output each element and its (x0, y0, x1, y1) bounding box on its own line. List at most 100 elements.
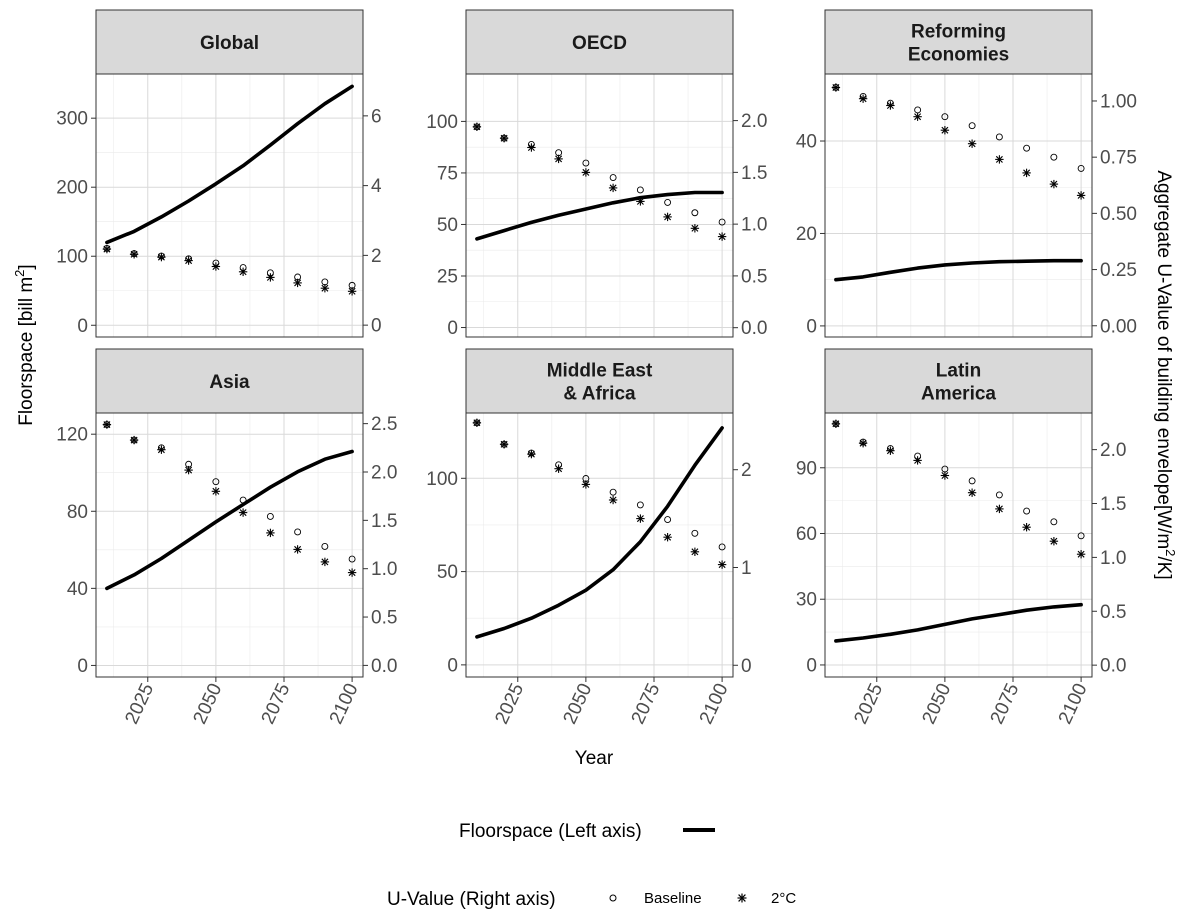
panel-2: OECD 0 25 50 75 100 0.0 0.5 1.0 1.5 2.0 (426, 9, 767, 339)
panel-1: Global 0 100 200 300 0 2 4 6 (56, 9, 382, 338)
baseline-point (718, 218, 726, 226)
right-tick-label: 0.25 (1100, 260, 1137, 281)
right-tick-label: 2.0 (371, 462, 397, 483)
right-tick-label: 2 (741, 460, 752, 481)
legend-uvalue: U-Value (Right axis) Baseline 2°C (387, 889, 796, 909)
x-tick-label: 2100 (326, 680, 363, 727)
deg2-point (554, 154, 563, 164)
deg2-point (347, 287, 357, 296)
right-tick-label: 0 (371, 316, 382, 337)
baseline-point (636, 186, 644, 194)
legend-baseline-key (609, 894, 617, 902)
left-tick-label: 80 (67, 502, 88, 523)
right-tick-label: 1.5 (741, 163, 767, 184)
legend-2c-key (737, 893, 747, 903)
panel-strip (465, 348, 734, 414)
legend-floorspace: Floorspace (Left axis) (459, 821, 715, 842)
deg2-point (157, 252, 166, 262)
baseline-point (941, 113, 949, 121)
baseline-point (348, 555, 356, 563)
deg2-point (184, 465, 193, 475)
deg2-point (858, 439, 868, 448)
x-tick-label: 2025 (850, 680, 887, 727)
deg2-point (499, 133, 509, 143)
legend-floorspace-title: Floorspace (Left axis) (459, 821, 642, 842)
right-tick-label: 0 (741, 656, 752, 677)
baseline-point (995, 133, 1003, 141)
deg2-point (636, 197, 645, 206)
floorspace-line (475, 426, 724, 639)
x-tick-label: 2050 (560, 680, 597, 727)
right-tick-label: 0.5 (741, 266, 767, 287)
right-tick-label: 0.00 (1100, 316, 1137, 337)
baseline-point (1023, 144, 1031, 152)
deg2-point (472, 122, 482, 132)
right-tick-label: 2.0 (741, 111, 767, 132)
panel-border (465, 73, 734, 338)
deg2-point (102, 420, 112, 429)
panel-strip (824, 9, 1093, 75)
panel-title: Middle East (547, 361, 653, 382)
floorspace-line (105, 84, 354, 245)
deg2-point (1076, 550, 1086, 559)
panel-border (824, 412, 1093, 678)
deg2-point (129, 435, 139, 445)
right-tick-label: 0.5 (371, 608, 397, 629)
deg2-point (1076, 191, 1086, 200)
deg2-point (347, 568, 357, 577)
left-tick-label: 50 (437, 215, 458, 236)
panel-border (95, 73, 364, 338)
baseline-point (968, 122, 976, 130)
deg2-point (858, 94, 868, 103)
deg2-point (886, 446, 895, 455)
deg2-point (967, 488, 977, 497)
deg2-point (913, 456, 922, 465)
panel-title: OECD (572, 33, 627, 54)
deg2-point (717, 232, 727, 241)
left-tick-label: 60 (796, 524, 817, 545)
deg2-point (527, 449, 536, 459)
deg2-point (1022, 523, 1031, 532)
baseline-point (664, 516, 672, 524)
deg2-point (608, 183, 618, 193)
deg2-point (320, 557, 330, 567)
deg2-point (527, 143, 536, 152)
left-tick-label: 0 (77, 316, 88, 337)
plot-area (96, 74, 363, 337)
baseline-point (609, 174, 617, 181)
left-tick-label: 100 (56, 247, 88, 268)
deg2-point (102, 244, 112, 254)
right-tick-label: 1.0 (371, 559, 397, 580)
baseline-point (1023, 507, 1031, 515)
deg2-point (238, 508, 248, 517)
x-axis-title: Year (575, 748, 614, 769)
deg2-point (1049, 537, 1059, 546)
right-tick-label: 0.50 (1100, 204, 1137, 225)
deg2-point (886, 101, 895, 110)
panels: Global01002003000246OECD02550751000.00.5… (56, 9, 1137, 727)
x-tick-label: 2025 (121, 680, 158, 727)
plot-area (825, 413, 1092, 677)
left-tick-label: 300 (56, 109, 88, 130)
panel-5: Middle East& Africa 0 50 100 0 1 2 2025 2050 2075… (426, 348, 752, 727)
left-tick-label: 200 (56, 178, 88, 199)
deg2-point (211, 262, 221, 271)
x-tick-label: 2100 (1055, 680, 1092, 727)
baseline-point (266, 513, 274, 520)
baseline-point (636, 501, 644, 509)
deg2-point (608, 495, 618, 505)
baseline-point (1050, 518, 1058, 526)
left-tick-label: 20 (796, 224, 817, 245)
panel-border (95, 412, 364, 678)
right-tick-label: 2.0 (1100, 440, 1126, 461)
x-tick-label: 2050 (919, 680, 956, 727)
panel-title: America (921, 384, 996, 405)
right-tick-label: 0.0 (371, 656, 397, 677)
deg2-point (554, 464, 563, 473)
deg2-point (472, 418, 482, 427)
left-tick-label: 75 (437, 163, 458, 184)
right-tick-label: 0.0 (1100, 656, 1126, 677)
left-tick-label: 50 (437, 562, 458, 583)
deg2-point (663, 212, 672, 222)
